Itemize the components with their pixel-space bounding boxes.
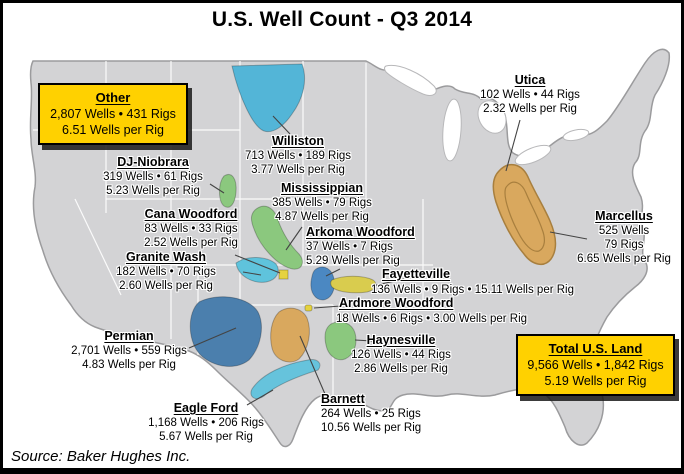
label-ardmore-woodford-stats: 18 Wells • 6 Rigs • 3.00 Wells per Rig [336,313,528,325]
lake-huron [477,100,507,134]
great-lakes [384,64,590,166]
other-box-stat: 6.51 Wells per Rig [62,123,164,137]
label-haynesville: Haynesville 126 Wells • 44 Rigs 2.86 Wel… [351,333,451,375]
total-box-title: Total U.S. Land [548,341,643,356]
other-box-title: Other [95,90,131,105]
region-shape-ardmore-woodford [304,304,313,312]
label-barnett: Barnett 264 Wells • 25 Rigs 10.56 Wells … [321,392,422,434]
region-shape-marcellus-inner [504,181,545,252]
label-granite-wash: Granite Wash 182 Wells • 70 Rigs 2.60 We… [116,250,216,292]
lake-michigan [442,98,462,162]
lake-erie [514,144,552,166]
region-shape-utica-marcellus [492,163,557,266]
label-fayetteville: Fayetteville [381,267,451,281]
label-ardmore-woodford: Ardmore Woodford [339,296,454,310]
total-us-land-box: Total U.S. Land 9,566 Wells • 1,842 Rigs… [516,334,675,396]
label-utica: Utica 102 Wells • 44 Rigs 2.32 Wells per… [480,73,580,115]
label-dj-niobrara: DJ-Niobrara 319 Wells • 61 Rigs 5.23 Wel… [103,155,203,197]
region-shape-dj-niobrara [219,174,237,208]
label-williston: Williston 713 Wells • 189 Rigs 3.77 Well… [244,134,352,176]
region-shape-cana-woodford [278,269,289,280]
label-permian: Permian 2,701 Wells • 559 Rigs 4.83 Well… [71,329,187,371]
region-shape-mississippian [251,205,303,270]
lake-superior [384,64,437,96]
page-title: U.S. Well Count - Q3 2014 [211,8,473,31]
leader-lines [188,115,588,406]
label-mississippian: Mississippian 385 Wells • 79 Rigs 4.87 W… [272,181,372,223]
label-arkoma-woodford: Arkoma Woodford 37 Wells • 7 Rigs 5.29 W… [306,225,415,267]
label-fayetteville-stats: 136 Wells • 9 Rigs • 15.11 Wells per Rig [371,284,575,296]
label-marcellus: Marcellus 525 Wells 79 Rigs 6.65 Wells p… [577,209,671,265]
region-shape-permian [189,296,262,367]
region-shape-granite-wash [235,257,279,283]
region-shape-fayetteville [330,275,377,294]
region-shape-williston [231,63,306,133]
total-box-stat: 5.19 Wells per Rig [544,374,647,388]
lake-ontario [562,128,590,142]
source-credit: Source: Baker Hughes Inc. [11,448,191,465]
other-summary-box: Other 2,807 Wells • 431 Rigs 6.51 Wells … [38,83,188,145]
region-shape-haynesville [324,321,357,361]
label-cana-woodford: Cana Woodford 83 Wells • 33 Rigs 2.52 We… [144,207,238,249]
total-box-stat: 9,566 Wells • 1,842 Rigs [527,358,664,372]
region-shape-barnett [270,307,310,363]
other-box-stat: 2,807 Wells • 431 Rigs [50,107,176,121]
us-map [29,48,671,448]
label-eagle-ford: Eagle Ford 1,168 Wells • 206 Rigs 5.67 W… [148,401,264,443]
